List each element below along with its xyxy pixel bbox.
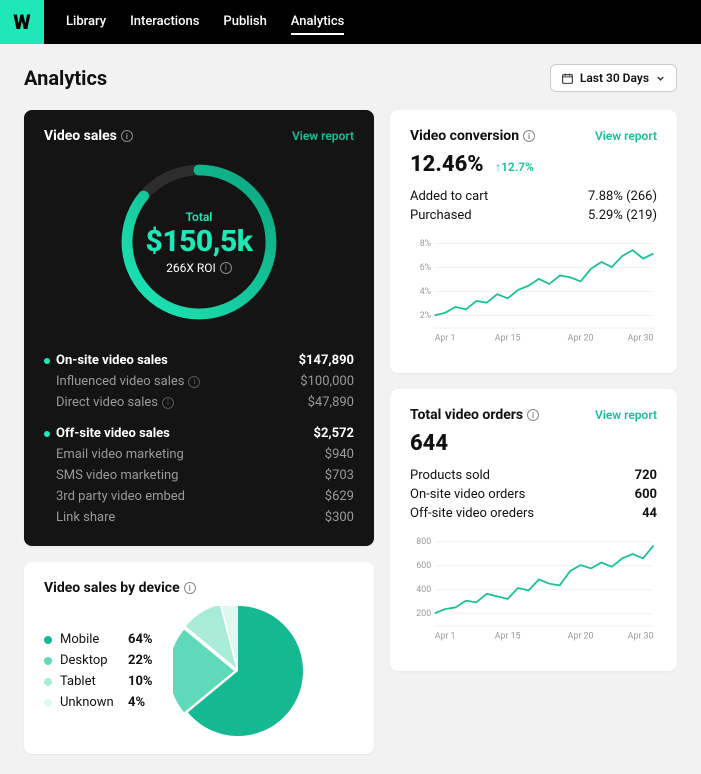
order-row: Products sold720 [410,466,657,485]
donut-total-label: Total [186,210,213,224]
info-icon[interactable]: i [527,409,539,421]
right-column: Video conversion i View report 12.46% ↑1… [390,110,677,671]
page-body: Analytics Last 30 Days Video sales i Vie… [0,44,701,774]
conversion-row: Purchased5.29% (219) [410,206,657,225]
sales-row: Email video marketing$940 [44,444,354,465]
device-card-title: Video sales by device i [44,580,354,596]
conversion-title: Video conversion i [410,128,535,144]
svg-text:Apr 20: Apr 20 [568,333,594,343]
page-title: Analytics [24,66,107,90]
svg-text:8%: 8% [420,239,432,249]
conversion-headline: 12.46% ↑12.7% [410,152,657,177]
order-row: Off-site video oreders44 [410,504,657,523]
nav-item-interactions[interactable]: Interactions [130,10,199,35]
svg-text:4%: 4% [420,287,432,297]
svg-text:Apr 15: Apr 15 [495,333,521,343]
brand-logo[interactable]: W [0,0,44,44]
svg-text:800: 800 [416,537,431,547]
top-navbar: W Library Interactions Publish Analytics [0,0,701,44]
chevron-down-icon [655,73,666,84]
conversion-row: Added to cart7.88% (266) [410,187,657,206]
svg-text:600: 600 [416,561,431,571]
device-pie-chart [173,606,303,736]
device-row: Mobile64% [44,629,153,650]
sales-row-head: Off-site video sales$2,572 [44,423,354,444]
date-range-label: Last 30 Days [580,71,649,85]
info-icon[interactable]: i [162,397,174,409]
sales-row: Influenced video sales i$100,000 [44,371,354,392]
sales-row: Link share$300 [44,507,354,528]
svg-text:Apr 1: Apr 1 [435,333,456,343]
nav-item-library[interactable]: Library [66,10,106,35]
video-sales-card: Video sales i View report Total $150,5k … [24,110,374,546]
sales-donut-chart: Total $150,5k 266X ROI i [109,152,289,332]
device-row: Desktop22% [44,650,153,671]
info-icon[interactable]: i [121,130,133,142]
svg-text:Apr 30: Apr 30 [628,333,654,343]
svg-text:400: 400 [416,585,431,595]
info-icon[interactable]: i [188,376,200,388]
svg-text:200: 200 [416,609,431,619]
video-sales-title: Video sales i [44,128,133,144]
view-report-link[interactable]: View report [595,129,657,143]
device-legend: Mobile64%Desktop22%Tablet10%Unknown4% [44,629,153,713]
date-range-picker[interactable]: Last 30 Days [550,64,677,92]
svg-text:2%: 2% [420,311,432,321]
conversion-line-chart: 8% 6% 4% 2% Apr 1 Apr 15 Apr 20 Apr 30 [410,231,657,355]
donut-roi: 266X ROI i [166,261,232,275]
dashboard-grid: Video sales i View report Total $150,5k … [24,110,677,754]
order-row: On-site video orders600 [410,485,657,504]
svg-text:Apr 15: Apr 15 [495,631,521,641]
sales-by-device-card: Video sales by device i Mobile64%Desktop… [24,562,374,754]
page-header: Analytics Last 30 Days [24,64,677,92]
nav-item-publish[interactable]: Publish [223,10,266,35]
view-report-link[interactable]: View report [292,129,354,143]
info-icon[interactable]: i [523,130,535,142]
nav-item-analytics[interactable]: Analytics [291,10,345,35]
svg-text:Apr 1: Apr 1 [435,631,456,641]
donut-value: $150,5k [146,224,253,259]
orders-title: Total video orders i [410,407,539,423]
conversion-delta: ↑12.7% [495,160,534,174]
left-column: Video sales i View report Total $150,5k … [24,110,374,754]
svg-text:Apr 30: Apr 30 [628,631,654,641]
svg-text:6%: 6% [420,263,432,273]
device-row: Tablet10% [44,671,153,692]
total-orders-card: Total video orders i View report 644 Pro… [390,389,677,671]
main-nav: Library Interactions Publish Analytics [66,10,344,35]
info-icon[interactable]: i [220,262,232,274]
sales-row: SMS video marketing$703 [44,465,354,486]
orders-line-chart: 800 600 400 200 Apr 1 Apr 15 Apr 20 Apr 30 [410,529,657,653]
view-report-link[interactable]: View report [595,408,657,422]
sales-row: 3rd party video embed$629 [44,486,354,507]
info-icon[interactable]: i [184,582,196,594]
video-conversion-card: Video conversion i View report 12.46% ↑1… [390,110,677,373]
device-row: Unknown4% [44,692,153,713]
orders-headline: 644 [410,431,657,456]
sales-row: Direct video sales i$47,890 [44,392,354,413]
calendar-icon [561,72,574,85]
sales-row-head: On-site video sales$147,890 [44,350,354,371]
svg-text:Apr 20: Apr 20 [568,631,594,641]
